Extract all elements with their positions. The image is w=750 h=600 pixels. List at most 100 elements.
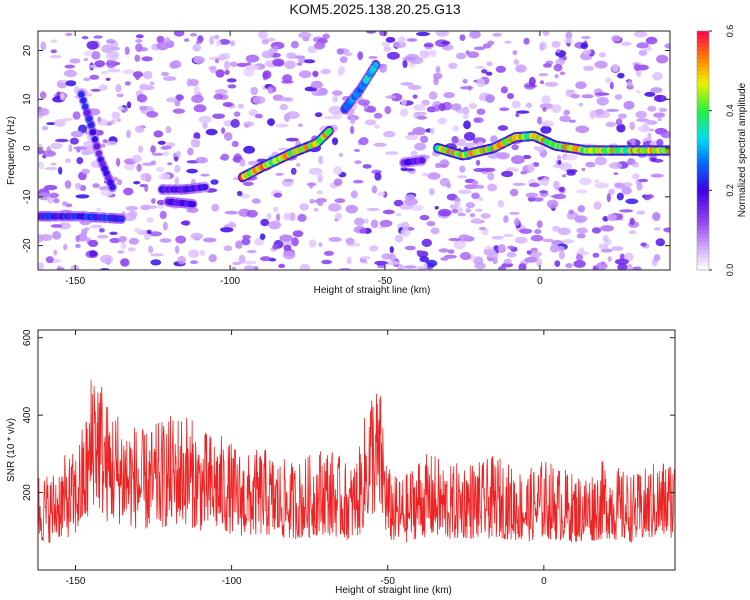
ridge-core	[93, 143, 101, 150]
noise-blob	[133, 227, 142, 233]
noise-blob	[434, 104, 440, 112]
noise-blob	[94, 60, 106, 68]
ridge-core	[84, 109, 91, 116]
noise-blob	[124, 46, 130, 55]
noise-blob	[530, 234, 544, 242]
noise-blob	[578, 102, 584, 107]
noise-blob	[210, 179, 219, 185]
noise-blob	[286, 52, 297, 59]
noise-blob	[283, 244, 292, 252]
ridge-core	[189, 201, 197, 208]
noise-blob	[364, 218, 369, 224]
noise-blob	[86, 40, 99, 50]
noise-blob	[243, 260, 257, 265]
noise-blob	[539, 41, 547, 50]
noise-blob	[50, 39, 58, 43]
noise-blob	[292, 230, 304, 238]
colorbar-segment	[697, 130, 709, 136]
noise-blob	[68, 144, 73, 153]
noise-blob	[462, 78, 468, 84]
noise-blob	[198, 115, 212, 124]
noise-blob	[631, 160, 637, 165]
noise-blob	[304, 59, 316, 64]
noise-blob	[402, 56, 416, 61]
noise-blob	[156, 199, 166, 206]
noise-blob	[135, 34, 144, 39]
noise-blob	[150, 160, 157, 164]
noise-blob	[175, 150, 181, 158]
noise-blob	[239, 158, 246, 167]
noise-blob	[602, 235, 609, 243]
noise-blob	[242, 181, 254, 186]
noise-blob	[135, 39, 143, 43]
noise-blob	[412, 127, 426, 136]
noise-blob	[626, 80, 633, 87]
noise-blob	[141, 56, 153, 62]
noise-blob	[475, 65, 486, 69]
noise-blob	[373, 142, 387, 147]
noise-blob	[525, 192, 539, 198]
noise-blob	[457, 213, 467, 217]
colorbar-segment	[697, 230, 709, 235]
noise-blob	[291, 237, 299, 247]
noise-blob	[434, 206, 439, 210]
noise-blob	[554, 260, 561, 267]
noise-blob	[359, 137, 369, 146]
noise-blob	[76, 157, 84, 165]
noise-blob	[231, 140, 239, 148]
noise-blob	[514, 217, 520, 226]
noise-blob	[132, 154, 142, 163]
colorbar-segment	[697, 150, 709, 156]
noise-blob	[332, 95, 339, 103]
noise-blob	[410, 205, 424, 211]
noise-blob	[200, 173, 210, 177]
noise-blob	[350, 190, 358, 199]
noise-blob	[331, 137, 339, 146]
noise-blob	[84, 50, 93, 57]
noise-blob	[45, 256, 54, 264]
noise-blob	[579, 177, 592, 186]
noise-blob	[89, 74, 100, 80]
noise-blob	[401, 221, 410, 231]
noise-blob	[503, 233, 514, 238]
noise-blob	[320, 68, 332, 75]
noise-blob	[297, 213, 307, 222]
noise-blob	[515, 112, 520, 118]
noise-blob	[188, 78, 199, 87]
noise-blob	[146, 111, 159, 118]
noise-blob	[38, 148, 45, 155]
noise-blob	[405, 134, 419, 141]
noise-blob	[407, 84, 422, 90]
noise-blob	[172, 108, 185, 114]
noise-blob	[412, 94, 418, 99]
noise-blob	[609, 81, 614, 90]
noise-blob	[283, 212, 292, 221]
noise-blob	[503, 258, 512, 265]
noise-blob	[616, 192, 624, 201]
noise-blob	[272, 45, 279, 49]
noise-blob	[285, 111, 300, 119]
noise-blob	[596, 262, 608, 270]
noise-blob	[345, 204, 358, 214]
noise-blob	[563, 154, 578, 161]
noise-blob	[332, 90, 343, 96]
noise-blob	[233, 177, 238, 181]
noise-blob	[457, 175, 468, 179]
noise-blob	[561, 239, 575, 244]
noise-blob	[290, 40, 299, 49]
noise-blob	[565, 31, 573, 40]
noise-blob	[69, 137, 79, 145]
noise-blob	[430, 227, 440, 235]
noise-blob	[611, 246, 624, 251]
noise-blob	[553, 180, 560, 190]
noise-blob	[99, 84, 108, 91]
x-tick-label: -100	[220, 276, 240, 287]
noise-blob	[600, 248, 613, 253]
noise-blob	[195, 156, 208, 164]
noise-blob	[501, 262, 514, 268]
colorbar-segment	[697, 242, 709, 247]
colorbar-segment	[697, 78, 709, 84]
colorbar-tick-label: 0.4	[725, 104, 735, 117]
noise-blob	[150, 145, 157, 154]
noise-blob	[54, 119, 66, 127]
